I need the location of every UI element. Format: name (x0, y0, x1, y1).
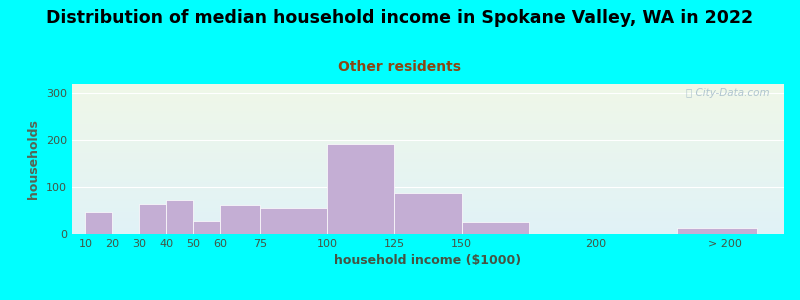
Y-axis label: households: households (27, 119, 41, 199)
Bar (139, 203, 166, 234)
Bar (677, 228, 757, 234)
Text: ⓘ City-Data.com: ⓘ City-Data.com (686, 88, 770, 98)
X-axis label: household income ($1000): household income ($1000) (334, 254, 522, 267)
Bar (327, 143, 394, 234)
Bar (394, 193, 462, 234)
Text: Distribution of median household income in Spokane Valley, WA in 2022: Distribution of median household income … (46, 9, 754, 27)
Bar (220, 205, 260, 234)
Bar (166, 200, 193, 234)
Bar (86, 212, 112, 234)
Bar (193, 221, 220, 234)
Bar (260, 208, 327, 234)
Text: Other residents: Other residents (338, 60, 462, 74)
Bar (462, 222, 529, 234)
